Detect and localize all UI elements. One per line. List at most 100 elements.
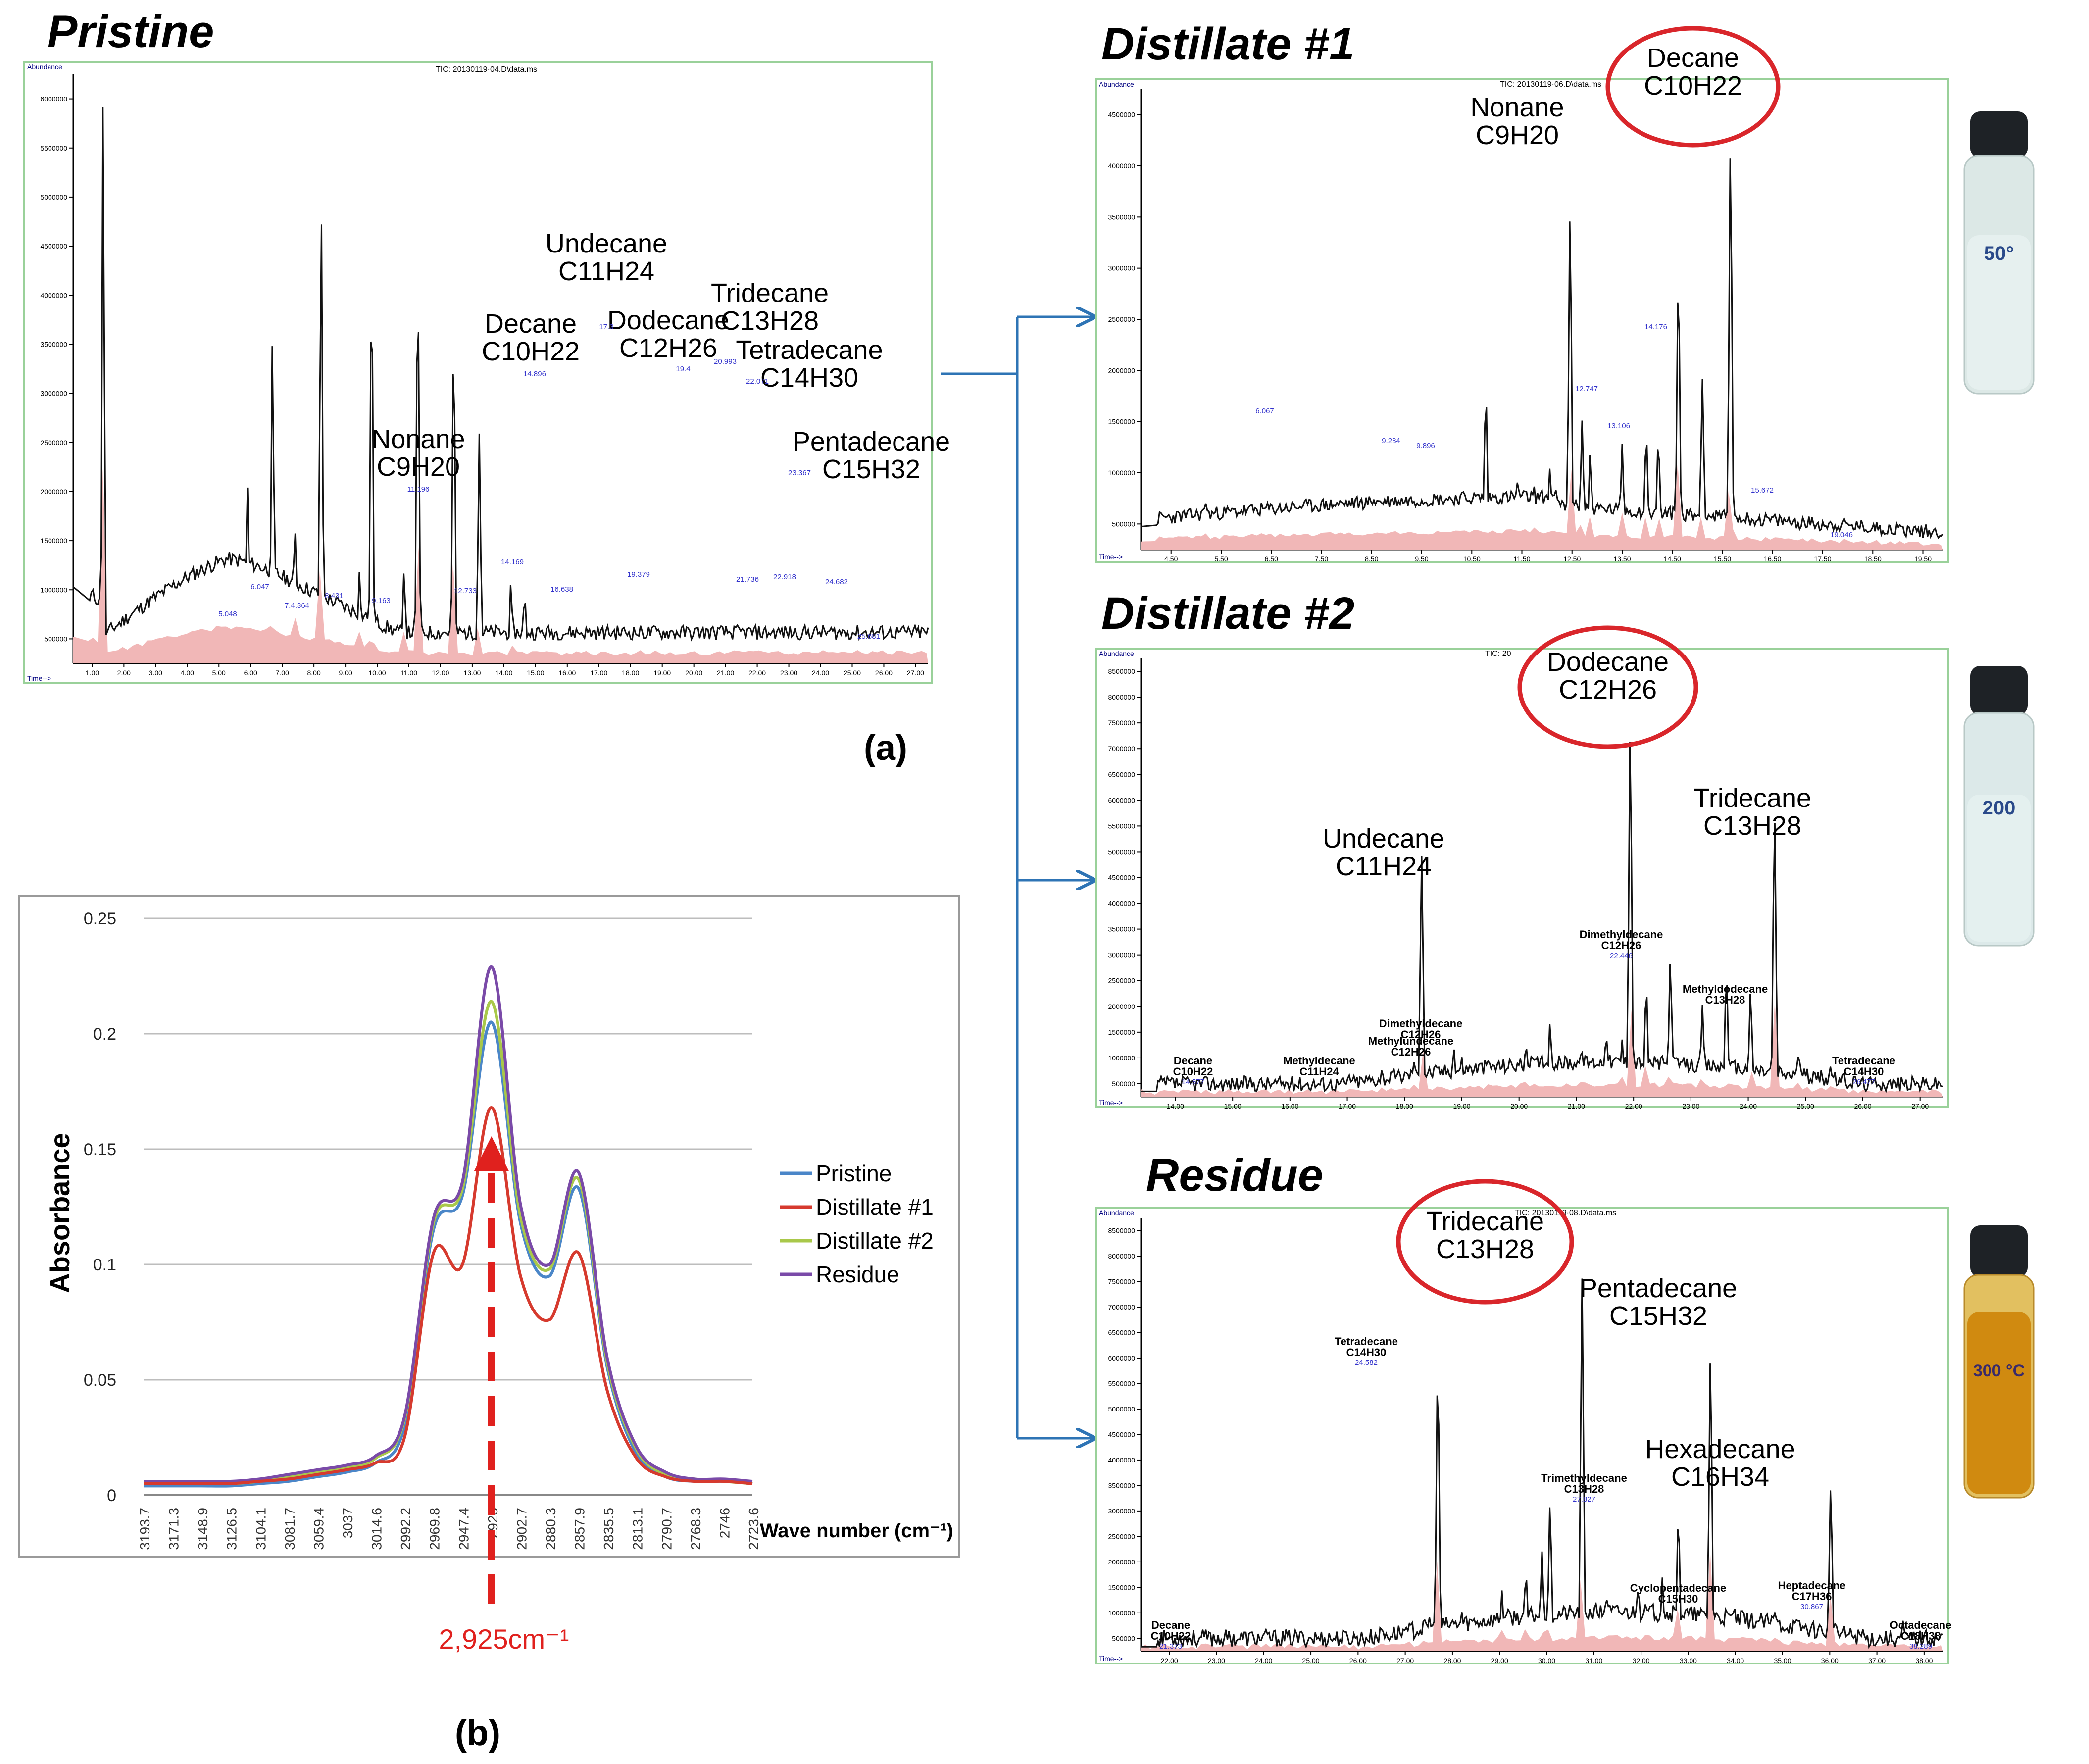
distillate1-time-label: Time--> xyxy=(1099,553,1123,561)
flow-connector xyxy=(941,317,1094,1438)
distillate1-header-note: TIC: 20130119·06.D\data.ms xyxy=(1500,80,1601,89)
x-tick-label: 38.00 xyxy=(1915,1657,1933,1664)
rt-label: 14.896 xyxy=(523,370,546,378)
peak-name-label: Nonane xyxy=(371,424,465,454)
x-tick-label: 24.00 xyxy=(1740,1102,1757,1110)
y-tick-label: 7500000 xyxy=(1108,1278,1135,1286)
x-tick-label: 29.00 xyxy=(1491,1657,1508,1664)
vial-label: 50° xyxy=(1984,243,2014,264)
x-tick-label: 5.00 xyxy=(212,669,226,677)
residue-trace xyxy=(1141,1278,1943,1649)
x-tick-label: 26.00 xyxy=(875,669,893,677)
y-tick-label: 5000000 xyxy=(1108,1405,1135,1413)
rt-label: 24.682 xyxy=(825,578,848,586)
ftir-series-residue xyxy=(143,965,753,1483)
y-tick-label: 5500000 xyxy=(1108,822,1135,830)
rt-label: 26.477 xyxy=(1852,1078,1875,1086)
x-tick-label: 25.00 xyxy=(1797,1102,1814,1110)
y-tick-label: 1500000 xyxy=(1108,418,1135,426)
vial-liquid xyxy=(1967,235,2031,390)
pristine-x-ticks: 1.00 2.00 3.00 4.00 5.00 6.00 7.00 8.00 9.00 10.0… xyxy=(86,663,924,677)
pristine-header-note: TIC: 20130119·04.D\data.ms xyxy=(436,65,537,74)
x-tick-label: 14.00 xyxy=(495,669,512,677)
y-tick-label: 5000000 xyxy=(1108,848,1135,856)
y-tick-label: 3000000 xyxy=(40,390,67,398)
x-tick-label: 23.00 xyxy=(1208,1657,1225,1664)
rt-label: 27.827 xyxy=(1573,1495,1595,1504)
x-tick-label: 19.50 xyxy=(1914,555,1932,563)
x-tick-label: 25.00 xyxy=(844,669,861,677)
x-tick-label: 18.50 xyxy=(1864,555,1882,563)
peak-name-label: Tridecane xyxy=(1426,1207,1544,1236)
y-tick-label: 1500000 xyxy=(1108,1583,1135,1591)
y-tick-label: 4500000 xyxy=(1108,111,1135,119)
rt-label: 15.672 xyxy=(1751,486,1774,495)
ftir-series-distillate-1 xyxy=(143,1106,753,1486)
y-tick-label: 3500000 xyxy=(1108,1481,1135,1489)
ftir-x-tick: 2790.7 xyxy=(659,1508,674,1550)
x-tick-label: 13.00 xyxy=(463,669,481,677)
x-tick-label: 22.00 xyxy=(1625,1102,1642,1110)
peak-name-label: Trimethyldecane xyxy=(1541,1472,1627,1484)
x-tick-label: 15.00 xyxy=(527,669,544,677)
pristine-time-label: Time--> xyxy=(27,674,51,682)
y-tick-label: 1000000 xyxy=(1108,1054,1135,1062)
fig-label-a: (a) xyxy=(864,728,907,768)
rt-label: 38.289 xyxy=(1909,1642,1932,1651)
rt-label: 16.638 xyxy=(550,585,573,594)
rt-label: 11.196 xyxy=(407,485,430,494)
distillate2-header-note: TIC: 20 xyxy=(1485,650,1511,658)
y-tick-label: 7500000 xyxy=(1108,719,1135,727)
distillate1-frame xyxy=(1095,78,1949,563)
vial-liquid xyxy=(1967,795,2031,942)
peak-formula-label: C10H22 xyxy=(482,337,580,366)
ftir-x-tick: 2857.9 xyxy=(572,1508,588,1550)
x-tick-label: 27.00 xyxy=(1396,1657,1414,1664)
pristine-trace xyxy=(73,107,929,642)
x-tick-label: 25.00 xyxy=(1302,1657,1320,1664)
x-tick-label: 9.00 xyxy=(339,669,352,677)
peak-formula-label: C13H28 xyxy=(1703,811,1801,841)
x-tick-label: 17.00 xyxy=(1339,1102,1356,1110)
distillate2-abundance-label: Abundance xyxy=(1099,650,1134,657)
vial-liquid xyxy=(1967,1312,2031,1494)
distillate1-highlight-circle xyxy=(1605,26,1781,148)
distillate1-chromatogram: Distillate #1 TIC: 20130119·06.D\data.ms… xyxy=(1095,19,1949,563)
y-tick-label: 2000000 xyxy=(40,488,67,496)
peak-name-label: Tetradecane xyxy=(1335,1335,1398,1348)
y-tick-label: 5500000 xyxy=(1108,1380,1135,1388)
peak-name-label: Tetradecane xyxy=(1832,1055,1895,1067)
peak-formula-label: C13H28 xyxy=(1436,1234,1534,1264)
peak-name-label: Decane xyxy=(1647,43,1739,73)
y-tick-label: 8000000 xyxy=(1108,1252,1135,1260)
distillate1-baseline-fill xyxy=(1141,463,1943,550)
peak-formula-label: C13H28 xyxy=(1705,994,1745,1006)
y-tick-label: 6000000 xyxy=(1108,1354,1135,1362)
x-tick-label: 37.00 xyxy=(1868,1657,1886,1664)
pristine-baseline-fill xyxy=(73,468,928,663)
peak-name-label: Dodecane xyxy=(1547,647,1669,677)
x-tick-label: 17.00 xyxy=(590,669,607,677)
peak-name-label: Dimethyldecane xyxy=(1580,928,1663,941)
rt-label: 9.896 xyxy=(1416,442,1435,450)
y-tick-label: 6500000 xyxy=(1108,770,1135,778)
peak-name-label: Hexadecane xyxy=(1645,1434,1795,1464)
y-tick-label: 6000000 xyxy=(1108,796,1135,804)
y-tick-label: 4500000 xyxy=(1108,1431,1135,1439)
vial-label: 300 °C xyxy=(1973,1361,2025,1380)
x-tick-label: 19.00 xyxy=(1453,1102,1470,1110)
ftir-x-tick: 3193.7 xyxy=(137,1508,152,1550)
ftir-x-tick: 2880.3 xyxy=(543,1508,558,1550)
y-tick-label: 3500000 xyxy=(40,340,67,348)
y-tick-label: 1500000 xyxy=(1108,1028,1135,1036)
distillate2-x-ticks: 14.00 15.00 16.00 17.00 18.00 19.00 20.00 21.00… xyxy=(1167,1097,1929,1110)
x-tick-label: 22.00 xyxy=(1161,1657,1178,1664)
peak-formula-label: C15H32 xyxy=(1609,1301,1707,1331)
y-tick-label: 4000000 xyxy=(1108,900,1135,907)
ftir-y-tick-labels: 0 0.05 0.1 0.15 0.2 0.25 xyxy=(84,909,116,1505)
ftir-x-tick: 2969.8 xyxy=(427,1508,443,1550)
x-tick-label: 15.50 xyxy=(1714,555,1731,563)
rt-label: 12.733 xyxy=(454,587,477,595)
